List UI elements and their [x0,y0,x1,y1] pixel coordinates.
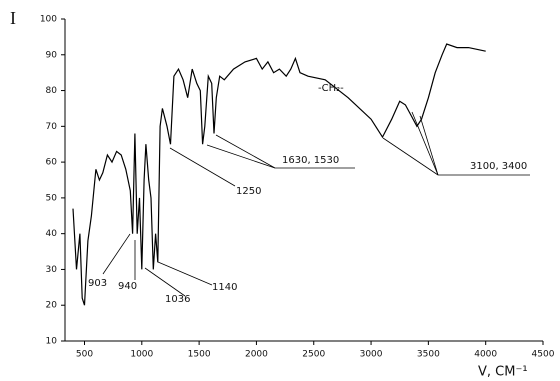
leader-line [215,134,276,169]
x-tick-label: 3000 [360,350,383,360]
x-tick-label: 1500 [188,350,211,360]
spectrum-line [72,43,486,306]
annotation: 1630, 1530 [282,155,339,166]
x-tick-label: 4000 [474,350,497,360]
annotation: -CH₂- [318,83,344,94]
leader-line [102,233,131,275]
y-tick-label: 10 [46,337,58,347]
leader-line [206,144,276,169]
x-tick-label: 1000 [130,350,153,360]
leader-line [157,261,213,286]
y-tick-label: 90 [46,50,58,60]
y-tick-label: 30 [46,265,58,275]
annotation: 1140 [212,282,237,293]
leader-line [144,267,186,297]
y-tick-label: 40 [46,229,58,239]
leader-line [411,111,439,176]
annotation: 3100, 3400 [470,161,527,172]
x-axis-label: V, CM⁻¹ [478,365,528,380]
x-tick-label: 4500 [532,350,555,360]
annotation: 1036 [165,294,190,305]
x-tick-label: 2000 [245,350,268,360]
leader-line [382,137,439,176]
annotation: 903 [88,278,107,289]
y-axis-label: I [10,8,16,28]
annotation: 1250 [236,186,261,197]
y-tick-label: 50 [46,193,58,203]
y-tick-label: 20 [46,301,58,311]
x-tick-label: 500 [76,350,93,360]
y-tick-label: 70 [46,122,58,132]
y-tick-label: 100 [40,15,57,25]
x-tick-label: 3500 [417,350,440,360]
y-tick-label: 80 [46,86,58,96]
leader-line [169,147,236,187]
annotation: 940 [118,281,137,292]
leader-line [419,115,439,176]
y-tick-label: 60 [46,158,58,168]
x-tick-label: 2500 [302,350,325,360]
